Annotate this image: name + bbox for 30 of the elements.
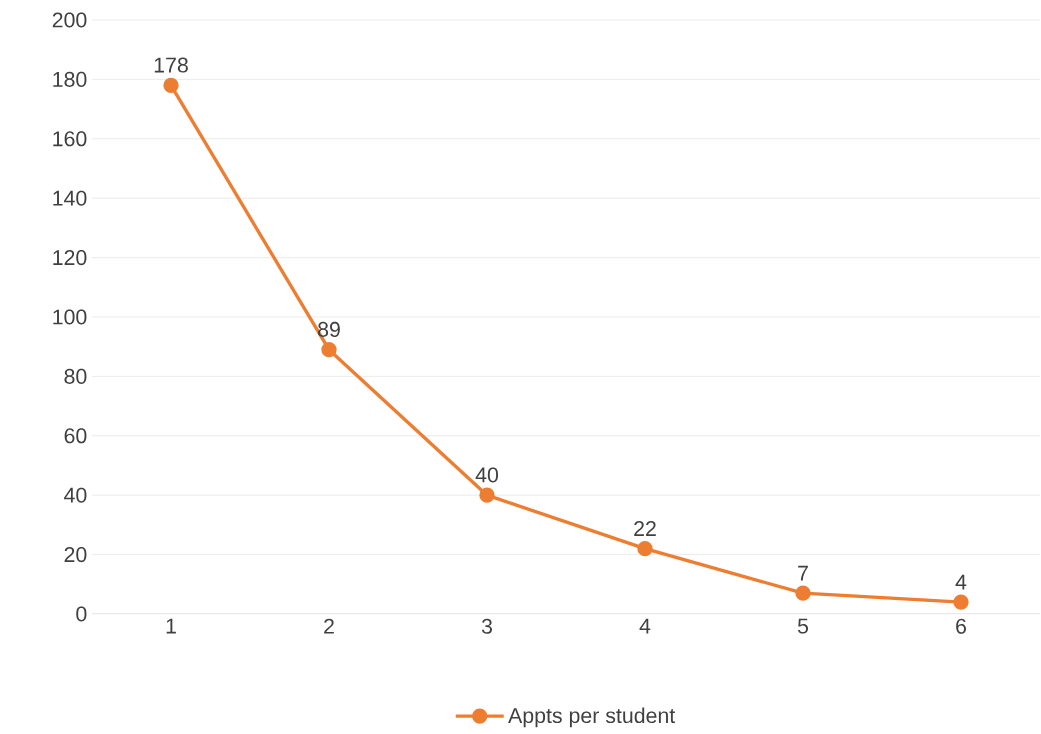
y-tick-label: 0 [76, 606, 87, 622]
y-tick-label: 100 [53, 309, 87, 325]
y-tick-label: 200 [52, 12, 87, 28]
legend-label: Appts per student [508, 707, 676, 728]
data-label: 40 [475, 467, 499, 483]
x-tick-label: 3 [481, 618, 492, 634]
data-label: 22 [634, 521, 656, 536]
point [637, 540, 653, 557]
x-tick-label: 4 [639, 618, 651, 634]
y-tick-label: 180 [53, 71, 87, 87]
point [321, 341, 337, 358]
x-tick-label: 1 [166, 618, 176, 634]
y-tick-label: 160 [53, 131, 87, 147]
y-tick-label: 80 [64, 368, 87, 384]
y-tick-label: 60 [64, 428, 87, 444]
y-tick-label: 120 [53, 250, 87, 266]
data-label: 89 [318, 321, 340, 337]
point [479, 487, 495, 503]
point [163, 77, 179, 93]
data-label: 4 [955, 574, 967, 590]
x-tick-label: 5 [797, 618, 809, 634]
x-tick-label: 2 [324, 618, 334, 634]
x-tick-label: 6 [956, 618, 966, 634]
y-tick-label: 40 [64, 487, 87, 503]
point [953, 594, 969, 610]
data-label: 7 [798, 565, 808, 581]
data-label: 178 [154, 57, 188, 73]
y-tick-label: 140 [53, 190, 87, 206]
y-tick-label: 20 [64, 547, 87, 563]
point [795, 585, 811, 601]
